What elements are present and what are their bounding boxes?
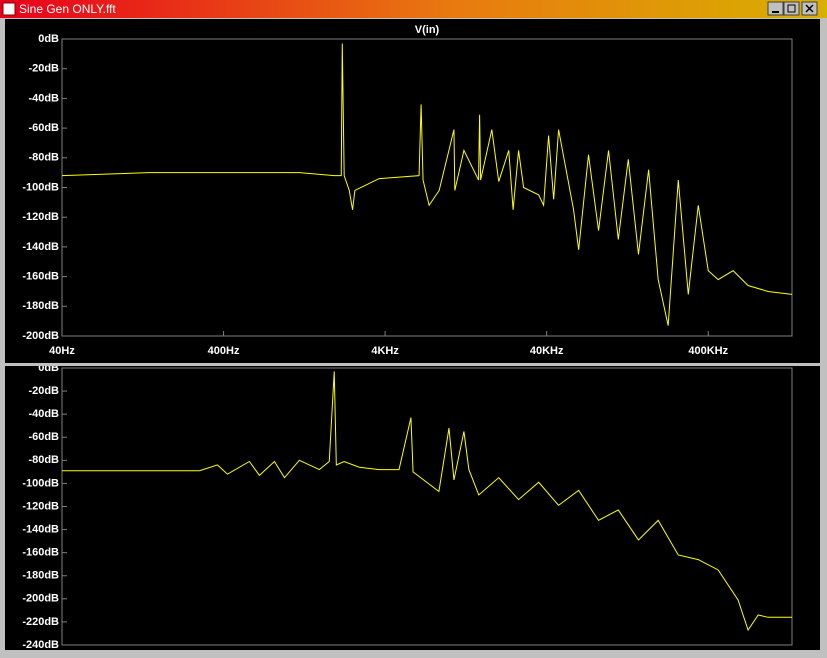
y-tick-label: -40dB (28, 92, 59, 104)
y-tick-label: -80dB (28, 152, 59, 164)
title-bar (0, 0, 827, 18)
y-tick-label: 0dB (38, 362, 59, 374)
y-tick-label: -220dB (22, 616, 59, 628)
plot-panel: 0dB -20dB -40dB -60dB -80dB -100dB -120dB -140d… (5, 362, 820, 651)
plot-panel: 0dB -20dB -40dB -60dB -80dB -100dB -120dB -140d… (5, 19, 820, 363)
y-tick-label: -80dB (28, 454, 59, 466)
app-icon (2, 2, 16, 16)
y-tick-label: -180dB (22, 300, 59, 312)
plot-title: V(in) (415, 24, 440, 36)
y-tick-label: 0dB (38, 33, 59, 45)
panel-background (5, 19, 820, 363)
x-tick-label: 400KHz (688, 345, 728, 357)
y-tick-label: -20dB (28, 63, 59, 75)
trace (62, 371, 792, 632)
x-tick-label: 4KHz (371, 345, 399, 357)
y-tick-label: -140dB (22, 241, 59, 253)
y-tick-label: -140dB (22, 523, 59, 535)
y-tick-label: -100dB (22, 181, 59, 193)
trace (61, 43, 793, 326)
y-tick-label: -120dB (22, 211, 59, 223)
y-tick-label: -20dB (28, 385, 59, 397)
panel-background (5, 366, 820, 650)
window-buttons (767, 1, 818, 16)
window-title: Sine Gen ONLY.fft (19, 2, 116, 16)
x-tick-label: 40KHz (530, 345, 564, 357)
y-tick-label: -60dB (28, 431, 59, 443)
y-tick-label: -160dB (22, 271, 59, 283)
maximize-button[interactable] (783, 1, 800, 16)
y-tick-label: -100dB (22, 477, 59, 489)
y-tick-label: -60dB (28, 122, 59, 134)
y-tick-label: -120dB (22, 500, 59, 512)
x-tick-label: 400Hz (208, 345, 240, 357)
y-tick-label: -180dB (22, 570, 59, 582)
y-tick-label: -200dB (22, 330, 59, 342)
y-tick-label: -240dB (22, 639, 59, 651)
y-tick-label: -40dB (28, 408, 59, 420)
y-tick-label: -160dB (22, 547, 59, 559)
y-tick-label: -200dB (22, 593, 59, 605)
x-tick-label: 40Hz (49, 345, 75, 357)
minimize-button[interactable] (767, 1, 784, 16)
